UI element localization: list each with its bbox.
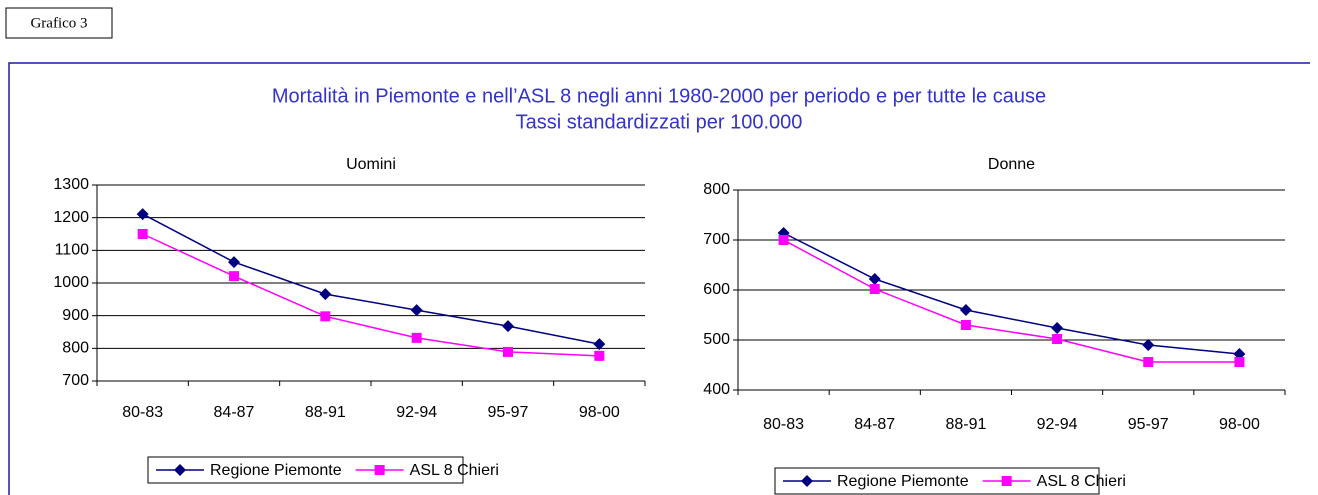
y-tick-label: 700 [703,231,730,248]
x-tick-label: 88-91 [305,404,346,421]
frame [8,62,1310,495]
marker [502,320,514,333]
y-tick-label: 600 [703,281,730,298]
marker [1052,334,1063,344]
marker [320,311,331,322]
y-tick-label: 1200 [53,209,89,226]
y-tick-label: 400 [703,381,730,398]
x-tick-label: 98-00 [579,404,620,421]
marker [228,256,240,269]
y-tick-label: 1000 [53,274,89,291]
marker [1142,339,1155,351]
series-line [783,232,1240,355]
y-tick-label: 800 [703,181,730,198]
marker [319,288,332,301]
series-line [783,239,1240,363]
x-tick-label: 84-87 [214,404,255,421]
marker [593,338,606,351]
y-tick-label: 1100 [55,242,90,259]
marker [374,465,385,475]
label-box [5,7,113,39]
legend-label: Regione Piemonte [837,473,969,490]
legend-label: Regione Piemonte [210,462,342,479]
x-tick-label: 92-94 [396,404,437,421]
marker [137,229,148,239]
x-tick-label: 92-94 [1037,416,1078,433]
marker [410,304,423,317]
x-tick-label: 95-97 [1128,416,1169,433]
marker [503,346,513,357]
y-tick-label: 800 [62,340,89,357]
y-tick-label: 1300 [53,176,89,193]
marker [778,235,789,245]
legend-label: ASL 8 Chieri [410,462,499,479]
marker [136,208,149,221]
legend-label: ASL 8 Chieri [1037,473,1126,490]
marker [959,304,972,316]
x-tick-label: 98-00 [1219,416,1260,433]
x-tick-label: 80-83 [763,416,804,433]
marker [801,475,813,487]
marker [868,273,881,285]
marker [1143,357,1154,367]
series-line [142,213,600,345]
marker [229,271,239,282]
y-tick-label: 500 [703,331,730,348]
series-line [142,233,600,357]
figure-title: Mortalità in Piemonte e nell’ASL 8 negli… [272,85,1046,107]
figure-label: Grafico 3 [30,15,87,31]
figure-subtitle: Tassi standardizzati per 100.000 [516,111,803,133]
x-tick-label: 84-87 [854,416,895,433]
marker [174,464,186,476]
chart-title: Donne [988,156,1035,173]
marker [1234,357,1245,367]
y-tick-label: 900 [62,307,89,324]
x-tick-label: 80-83 [122,404,163,421]
marker [594,350,605,361]
y-tick-label: 700 [62,372,89,389]
marker [1001,476,1012,486]
marker [1051,322,1064,334]
marker [411,332,422,343]
chart-title: Uomini [346,156,396,173]
marker [869,284,880,294]
marker [960,320,971,330]
x-tick-label: 88-91 [945,416,986,433]
x-tick-label: 95-97 [488,404,529,421]
